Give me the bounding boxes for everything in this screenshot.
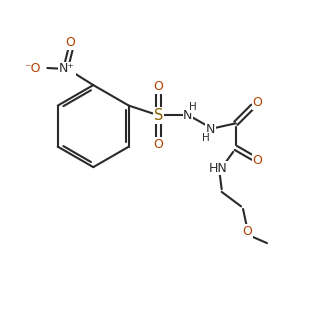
Text: S: S [154,108,163,123]
Text: H: H [202,133,210,143]
Text: N⁺: N⁺ [59,62,75,75]
Text: O: O [253,96,262,110]
Text: O: O [66,36,75,49]
Text: O: O [154,138,163,151]
Text: O: O [154,80,163,93]
Text: O: O [253,154,262,167]
Text: N: N [183,109,193,122]
Text: H: H [189,102,196,112]
Text: O: O [242,225,252,238]
Text: HN: HN [209,162,227,175]
Text: ⁻O: ⁻O [24,62,41,74]
Text: N: N [206,123,215,136]
